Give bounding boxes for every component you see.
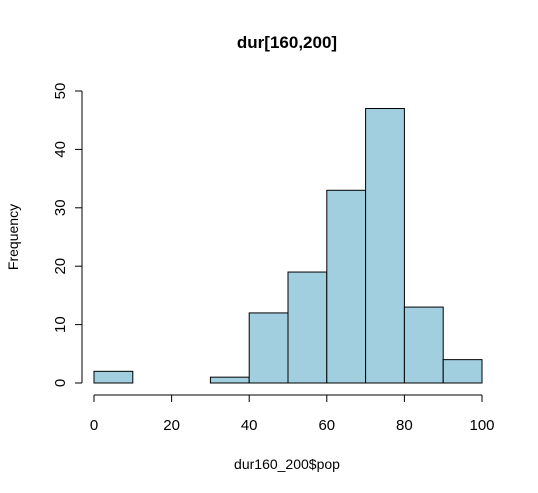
x-tick-label: 100 [469,417,494,434]
x-tick-label: 0 [90,417,98,434]
x-tick-label: 20 [163,417,180,434]
histogram-bar-0 [93,370,134,384]
y-tick-label: 20 [52,258,69,275]
y-tick-label: 0 [52,379,69,387]
x-axis: 0 20 40 60 80 100 [90,394,495,434]
histogram-bar-9 [442,359,483,384]
histogram-bar-7 [365,108,405,384]
histogram-bar-8 [403,306,444,384]
x-tick-label: 60 [318,417,335,434]
y-tick-label: 40 [52,141,69,158]
histogram-bar-3 [209,376,250,384]
histogram-bar-6 [326,189,367,384]
y-axis-label: Frequency [5,204,21,270]
y-tick-label: 50 [52,83,69,100]
histogram-bar-4 [248,312,289,384]
x-tick-label: 40 [241,417,258,434]
histogram-bar-5 [287,271,328,384]
x-axis-label: dur160_200$pop [234,456,340,472]
chart-title: dur[160,200] [237,33,337,52]
y-axis: 0 10 20 30 40 50 [52,83,83,387]
y-tick-label: 30 [52,199,69,216]
x-tick-label: 80 [396,417,413,434]
y-tick-label: 10 [52,316,69,333]
bars-group [93,108,483,384]
